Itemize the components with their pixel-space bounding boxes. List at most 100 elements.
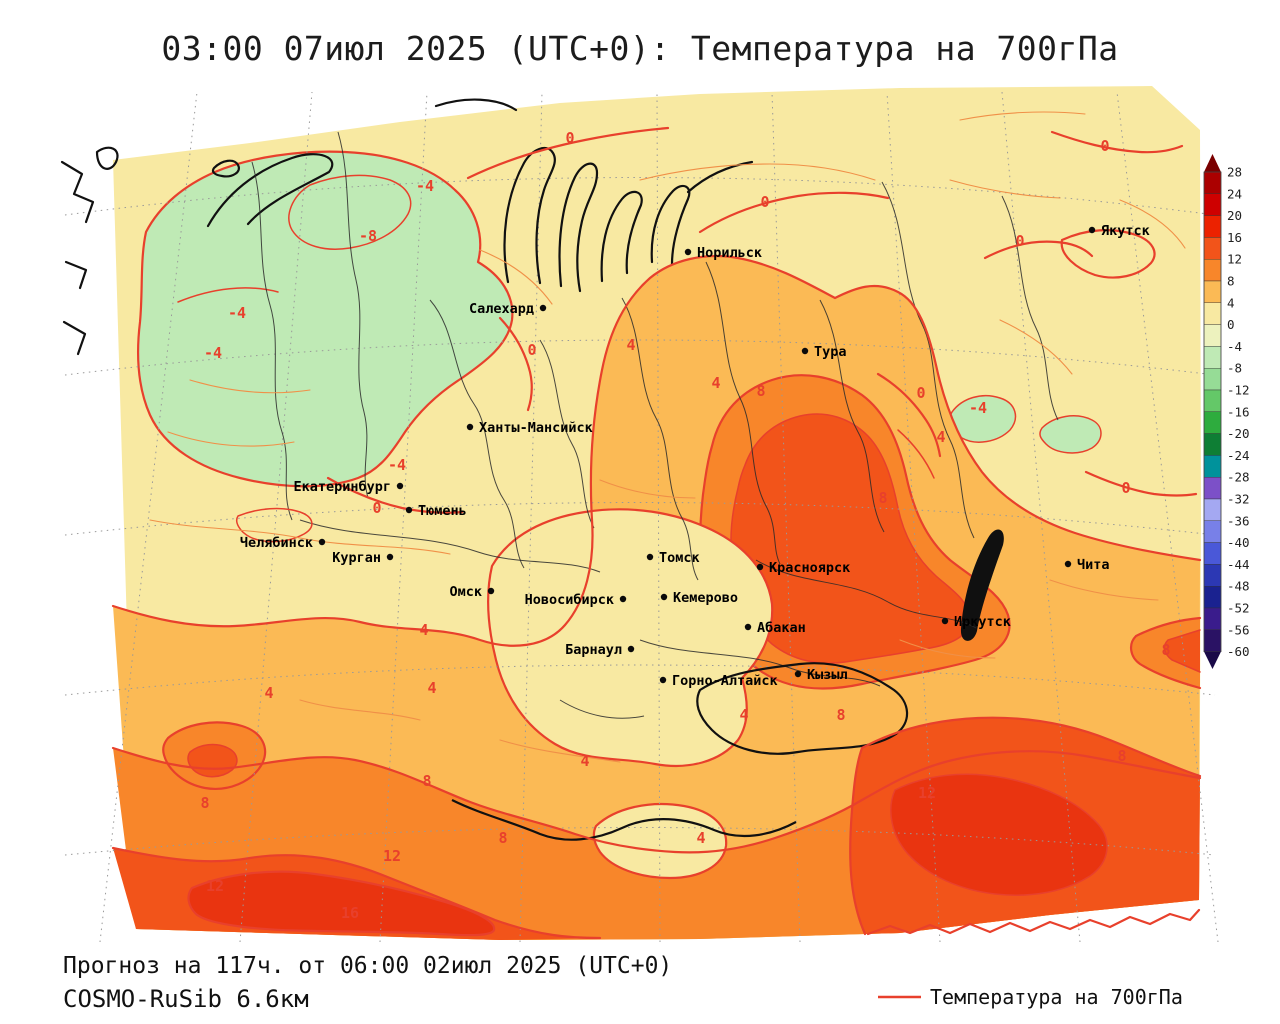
contour-line-0 [326,476,464,514]
contour-line-minor [1049,579,1159,601]
contour-value-label: 8 [498,829,507,847]
colorbar-tick-label: 28 [1227,165,1242,180]
contour-value-label: -4 [204,344,222,362]
contour-value-label: 12 [206,877,224,895]
coastline-ob-bay [558,162,599,293]
region-fill-deep-red-southeast [890,773,1108,896]
contour-value-label: 4 [427,679,436,697]
contour-line-minor [599,479,696,499]
contour-line-yakutsk-loop [1060,229,1156,279]
contour-line-4 [111,254,1202,647]
city-marker [466,423,474,431]
colorbar-tick-label: -32 [1227,492,1250,507]
contour-value-label: 8 [836,706,845,724]
colorbar-tick-label: 24 [1227,186,1242,201]
city-marker [405,506,413,514]
lake-baikal [960,529,1004,641]
graticule-line [519,91,543,943]
contour-value-label: 0 [565,129,574,147]
city-label: Омск [449,584,482,600]
colorbar-cell [1203,498,1222,521]
contour-value-label: 8 [1117,747,1126,765]
legend-label: Температура на 700гПа [930,985,1183,1009]
city-label: Якутск [1101,223,1150,239]
contour-value-label: 0 [1015,232,1024,250]
colorbar-tick-label: -16 [1227,404,1250,419]
city-marker [1088,226,1096,234]
cities-layer: Норильск Якутск Салехард Тура Ханты-Мансийск… [240,223,1150,689]
contour-line-0 [698,191,890,234]
colorbar-tick-label: -56 [1227,622,1250,637]
colorbar-arrow-top [1204,154,1221,172]
admin-border [559,699,645,719]
contour-value-label: 16 [341,904,359,922]
colorbar-cell [1203,302,1222,325]
colorbar-cell [1203,477,1222,500]
contour-value-label: -4 [416,177,434,195]
colorbar-arrow-bottom [1204,651,1221,669]
city-marker [660,593,668,601]
colorbar-cell [1203,171,1222,194]
city-marker [487,587,495,595]
coastlines-and-borders [60,98,1059,841]
city-marker [386,553,394,561]
colorbar-tick-label: 0 [1227,317,1235,332]
city-marker [941,617,949,625]
city-marker [794,670,802,678]
colorbar-tick-label: -28 [1227,470,1250,485]
colorbar-tick-label: -36 [1227,513,1250,528]
colorbar-cell [1203,411,1222,434]
contour-value-label: 8 [878,489,887,507]
model-info: COSMO-RuSib 6.6км [63,985,309,1013]
contour-value-label: 8 [756,382,765,400]
colorbar-cell [1203,389,1222,412]
colorbar-tick-label: -24 [1227,448,1250,463]
coastline-island [95,146,119,170]
contour-value-label: 8 [200,794,209,812]
graticule-line [656,91,661,943]
colorbar-tick-label: 12 [1227,252,1242,267]
city-label: Тура [814,344,847,360]
city-label: Чита [1077,557,1110,573]
city-label: Томск [659,550,700,566]
region-fill-green-east-2 [1039,415,1102,454]
contour-line-4 [897,429,935,479]
state-border-mongolia [451,799,797,841]
map-title: 03:00 07июл 2025 (UTC+0): Температура на… [161,29,1118,68]
admin-border [299,519,601,573]
contour-line-minor [167,431,295,447]
city-label: Ханты-Мансийск [479,420,593,436]
colorbar-cell [1203,193,1222,216]
graticule-line [64,339,1216,376]
admin-border [1001,195,1059,421]
colorbar-tick-label: -44 [1227,557,1250,572]
city-marker [627,645,635,653]
contour-line-minor [949,179,1061,199]
graticule-line [379,91,428,943]
colorbar-cell [1203,433,1222,456]
contour-line-chelyabinsk-loop [236,507,313,543]
contour-value-label: -4 [228,304,246,322]
graticule-line [64,664,1216,696]
colorbar-tick-label: 20 [1227,208,1242,223]
city-marker [318,538,326,546]
contour-line-minor [959,111,1086,121]
contour-value-label: 0 [916,384,925,402]
city-marker [684,248,692,256]
contour-line-0 [466,126,670,180]
region-fill-green-northwest [137,150,514,488]
graticule-line [1001,91,1081,943]
contour-labels-layer: -4 -8 0 0 0 0 -4 -4 0 4 4 8 0 -4 4 -4 0 0 8 4 8 4 4 4 8 8 4 12 8 8 8 4 1… [200,129,1170,922]
temperature-contours [111,111,1202,940]
admin-border [251,161,293,521]
contour-line-domain-edge-zigzag [866,908,1201,936]
contour-line-minor [639,163,876,181]
coastline [60,160,95,224]
colorbar-cell [1203,368,1222,391]
city-label: Красноярск [769,560,850,576]
colorbar-cell [1203,629,1222,652]
contour-line-minor [299,699,421,721]
contour-line-minor [149,519,451,555]
colorbar-cell [1203,520,1222,543]
